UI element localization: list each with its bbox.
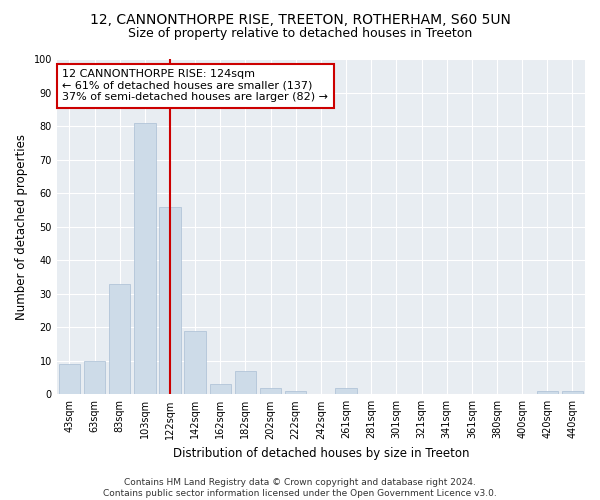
- Bar: [134, 122, 155, 394]
- Bar: [84, 361, 105, 394]
- Bar: [59, 364, 80, 394]
- X-axis label: Distribution of detached houses by size in Treeton: Distribution of detached houses by size …: [173, 447, 469, 460]
- Text: Size of property relative to detached houses in Treeton: Size of property relative to detached ho…: [128, 28, 472, 40]
- Bar: [285, 391, 307, 394]
- Bar: [562, 391, 583, 394]
- Bar: [260, 388, 281, 394]
- Text: 12 CANNONTHORPE RISE: 124sqm
← 61% of detached houses are smaller (137)
37% of s: 12 CANNONTHORPE RISE: 124sqm ← 61% of de…: [62, 69, 328, 102]
- Bar: [209, 384, 231, 394]
- Y-axis label: Number of detached properties: Number of detached properties: [15, 134, 28, 320]
- Bar: [335, 388, 357, 394]
- Bar: [109, 284, 130, 395]
- Text: Contains HM Land Registry data © Crown copyright and database right 2024.
Contai: Contains HM Land Registry data © Crown c…: [103, 478, 497, 498]
- Bar: [235, 371, 256, 394]
- Bar: [536, 391, 558, 394]
- Bar: [159, 206, 181, 394]
- Text: 12, CANNONTHORPE RISE, TREETON, ROTHERHAM, S60 5UN: 12, CANNONTHORPE RISE, TREETON, ROTHERHA…: [89, 12, 511, 26]
- Bar: [184, 330, 206, 394]
